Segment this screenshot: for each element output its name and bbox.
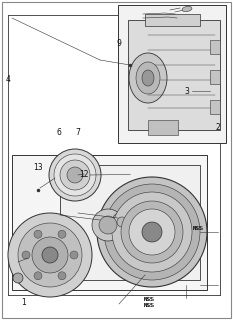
Ellipse shape xyxy=(67,167,83,183)
Bar xyxy=(145,14,200,26)
Circle shape xyxy=(8,213,92,297)
Circle shape xyxy=(22,251,30,259)
Bar xyxy=(210,100,220,114)
Bar xyxy=(210,40,220,54)
Bar xyxy=(148,120,178,135)
Ellipse shape xyxy=(142,70,154,86)
Circle shape xyxy=(34,230,42,238)
Circle shape xyxy=(32,237,68,273)
Circle shape xyxy=(117,217,127,227)
Ellipse shape xyxy=(182,6,192,12)
Bar xyxy=(12,155,207,290)
Circle shape xyxy=(18,223,82,287)
Circle shape xyxy=(112,212,132,232)
Text: 9: 9 xyxy=(116,39,121,48)
Text: NSS: NSS xyxy=(143,297,154,302)
Text: 3: 3 xyxy=(184,87,189,96)
Bar xyxy=(118,5,226,143)
Ellipse shape xyxy=(136,62,160,94)
Text: NSS: NSS xyxy=(143,303,154,308)
Text: 6: 6 xyxy=(57,128,62,137)
Text: 4: 4 xyxy=(6,76,10,84)
Ellipse shape xyxy=(112,192,192,272)
Ellipse shape xyxy=(121,201,183,263)
Circle shape xyxy=(99,216,117,234)
Text: NSS: NSS xyxy=(192,226,203,231)
Ellipse shape xyxy=(97,177,207,287)
Text: NSS: NSS xyxy=(143,303,153,308)
Ellipse shape xyxy=(60,160,90,190)
Text: 7: 7 xyxy=(76,128,80,137)
Circle shape xyxy=(58,230,66,238)
Ellipse shape xyxy=(142,222,162,242)
Circle shape xyxy=(13,273,23,283)
Ellipse shape xyxy=(49,149,101,201)
Text: 1: 1 xyxy=(21,298,26,307)
Polygon shape xyxy=(128,20,220,130)
Circle shape xyxy=(58,272,66,280)
Circle shape xyxy=(42,247,58,263)
Text: 2: 2 xyxy=(216,124,220,132)
Bar xyxy=(210,70,220,84)
Circle shape xyxy=(34,272,42,280)
Ellipse shape xyxy=(54,154,96,196)
Ellipse shape xyxy=(104,184,200,280)
Bar xyxy=(60,165,200,280)
Ellipse shape xyxy=(129,53,167,103)
Ellipse shape xyxy=(129,209,175,255)
Text: NSS: NSS xyxy=(192,226,202,231)
Text: NSS: NSS xyxy=(143,297,153,302)
Text: 13: 13 xyxy=(34,164,43,172)
Text: 12: 12 xyxy=(79,170,89,179)
Circle shape xyxy=(70,251,78,259)
Circle shape xyxy=(92,209,124,241)
